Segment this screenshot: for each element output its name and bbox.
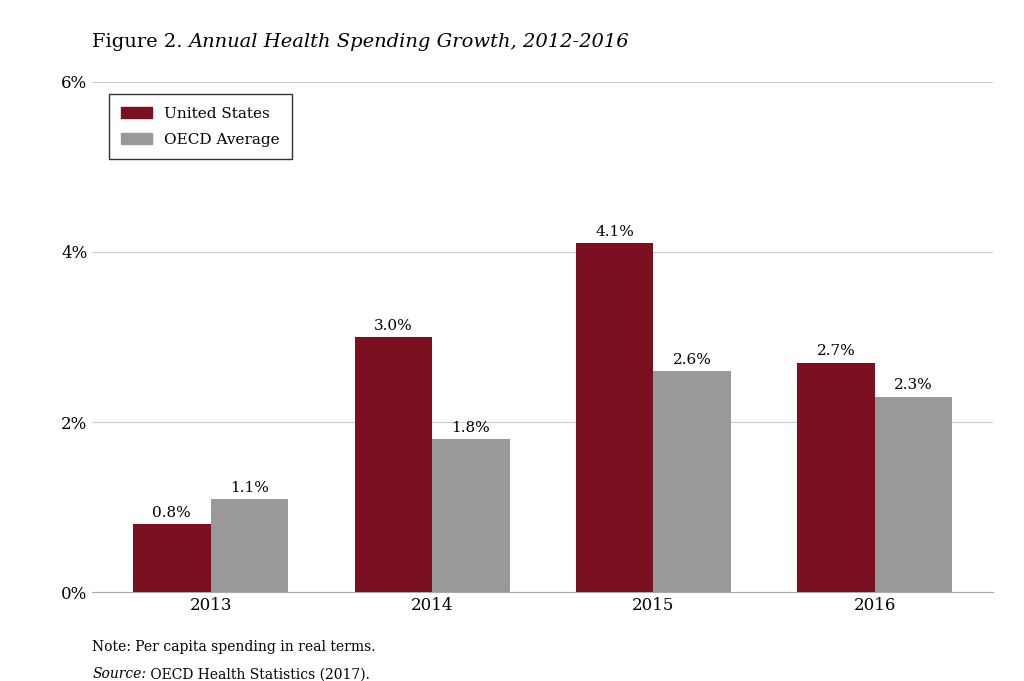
- Text: 1.8%: 1.8%: [452, 421, 490, 435]
- Text: 1.1%: 1.1%: [230, 481, 268, 494]
- Bar: [211, 498, 288, 592]
- Text: Annual Health Spending Growth, 2012-2016: Annual Health Spending Growth, 2012-2016: [188, 33, 630, 51]
- Text: 2.3%: 2.3%: [894, 379, 933, 392]
- Text: Source:: Source:: [92, 667, 146, 681]
- Bar: [354, 337, 432, 592]
- Bar: [432, 439, 510, 592]
- Bar: [798, 362, 874, 592]
- Bar: [874, 396, 952, 592]
- Text: 2.6%: 2.6%: [673, 353, 712, 367]
- Text: 2.7%: 2.7%: [817, 345, 855, 358]
- Text: Figure 2.: Figure 2.: [92, 33, 188, 51]
- Text: Note: Per capita spending in real terms.: Note: Per capita spending in real terms.: [92, 640, 376, 654]
- Bar: [653, 371, 731, 592]
- Text: 4.1%: 4.1%: [595, 225, 634, 239]
- Text: OECD Health Statistics (2017).: OECD Health Statistics (2017).: [146, 667, 370, 681]
- Bar: [575, 244, 653, 592]
- Legend: United States, OECD Average: United States, OECD Average: [109, 95, 292, 159]
- Bar: [133, 524, 211, 592]
- Text: 3.0%: 3.0%: [374, 319, 413, 333]
- Text: 0.8%: 0.8%: [153, 506, 191, 520]
